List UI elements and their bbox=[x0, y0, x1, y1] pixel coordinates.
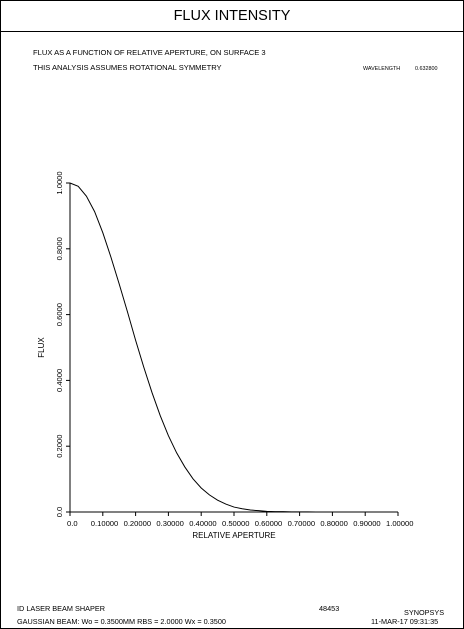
x-tick-label: 0.90000 bbox=[353, 519, 380, 528]
x-tick-label: 0.0 bbox=[67, 519, 78, 528]
x-tick-label: 0.50000 bbox=[222, 519, 249, 528]
x-tick-label: 0.80000 bbox=[320, 519, 347, 528]
x-axis-title: RELATIVE APERTURE bbox=[192, 531, 275, 540]
y-tick-label: 0.0 bbox=[55, 507, 64, 518]
gaussian-beam-info: GAUSSIAN BEAM: Wo = 0.3500MM RBS = 2.000… bbox=[17, 617, 226, 626]
x-tick-label: 1.00000 bbox=[386, 519, 413, 528]
y-tick-label: 1.0000 bbox=[55, 171, 64, 194]
window-title: FLUX INTENSITY bbox=[1, 1, 463, 32]
wavelength-value: 0.632800 bbox=[415, 66, 438, 72]
y-tick-label: 0.6000 bbox=[55, 303, 64, 326]
system-name: ID LASER BEAM SHAPER bbox=[17, 604, 105, 613]
y-axis-title: FLUX bbox=[37, 337, 46, 358]
job-number: 48453 bbox=[319, 604, 340, 613]
flux-curve bbox=[69, 182, 398, 513]
x-tick-label: 0.20000 bbox=[124, 519, 151, 528]
x-tick-label: 0.60000 bbox=[255, 519, 282, 528]
x-tick-label: 0.40000 bbox=[189, 519, 216, 528]
y-tick-label: 0.2000 bbox=[55, 435, 64, 458]
x-tick-label: 0.30000 bbox=[156, 519, 183, 528]
header-line-2: THIS ANALYSIS ASSUMES ROTATIONAL SYMMETR… bbox=[33, 63, 222, 72]
y-tick-label: 0.8000 bbox=[55, 237, 64, 260]
timestamp: 11-MAR-17 09:31:35 bbox=[371, 617, 439, 626]
header-line-1: FLUX AS A FUNCTION OF RELATIVE APERTURE,… bbox=[33, 48, 266, 57]
wavelength-label: WAVELENGTH bbox=[363, 66, 401, 72]
x-tick-label: 0.10000 bbox=[91, 519, 118, 528]
program-name: SYNOPSYS bbox=[404, 608, 445, 617]
x-tick-label: 0.70000 bbox=[288, 519, 315, 528]
y-tick-label: 0.4000 bbox=[55, 369, 64, 392]
